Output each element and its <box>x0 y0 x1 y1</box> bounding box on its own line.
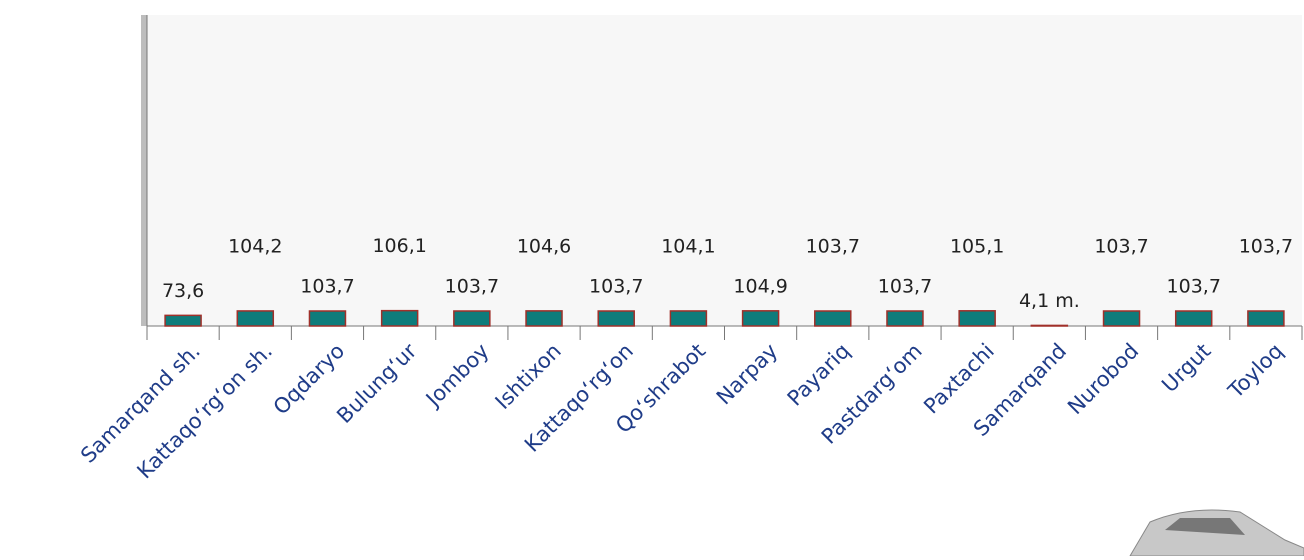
value-label: 4,1 m. <box>1019 290 1080 312</box>
value-label: 103,7 <box>1167 275 1221 297</box>
value-label: 103,7 <box>589 275 643 297</box>
value-label: 104,9 <box>733 275 787 297</box>
x-tick-label: Samarqand sh. <box>76 339 205 468</box>
value-label: 105,1 <box>950 235 1004 257</box>
bar <box>525 310 563 327</box>
x-tick-label: Narpay <box>712 339 783 410</box>
x-tick-label: Ishtixon <box>491 339 566 414</box>
bar <box>669 310 708 327</box>
bar <box>741 310 780 327</box>
bar <box>886 310 924 327</box>
value-label: 104,1 <box>661 235 715 257</box>
x-tick-label: Jomboy <box>420 339 494 413</box>
bar <box>308 310 347 327</box>
value-label: 103,7 <box>445 275 499 297</box>
bar <box>1030 324 1069 327</box>
bar <box>236 310 275 327</box>
value-label: 104,2 <box>228 235 282 257</box>
x-tick-label: Urgut <box>1157 339 1215 397</box>
value-label: 104,6 <box>517 235 571 257</box>
x-tick-label: Bulung‘ur <box>332 339 421 428</box>
bar <box>958 310 996 327</box>
value-label: 103,7 <box>1094 235 1148 257</box>
bar <box>597 310 635 327</box>
bar <box>814 310 852 327</box>
value-label: 103,7 <box>806 235 860 257</box>
bar <box>1247 310 1285 327</box>
value-label: 73,6 <box>162 280 204 302</box>
plot-area <box>147 15 1302 326</box>
value-label: 103,7 <box>1239 235 1293 257</box>
x-tick-label: Nurobod <box>1063 339 1143 419</box>
car-icon <box>1129 509 1304 557</box>
x-tick-label: Toyloq <box>1223 339 1288 404</box>
bar <box>1174 310 1213 327</box>
value-label: 103,7 <box>878 275 932 297</box>
y-axis-minor-ticks <box>141 15 147 326</box>
x-tick-label: Payariq <box>783 339 855 411</box>
bar <box>453 310 491 327</box>
bar <box>1102 310 1141 327</box>
x-tick-label: Kattaqo‘rg‘on sh. <box>132 339 277 484</box>
bar <box>380 309 419 327</box>
bar <box>164 314 202 327</box>
value-label: 103,7 <box>300 275 354 297</box>
value-label: 106,1 <box>372 235 426 257</box>
